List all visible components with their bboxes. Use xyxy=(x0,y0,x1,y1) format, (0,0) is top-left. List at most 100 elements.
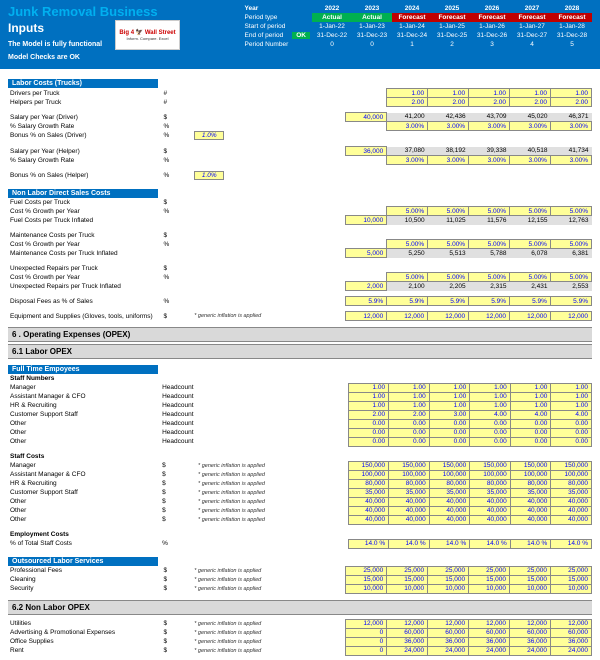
year-cell[interactable]: 2,000 xyxy=(346,282,387,291)
year-cell[interactable]: 3.00% xyxy=(550,156,591,165)
year-cell[interactable]: 5.00% xyxy=(550,207,591,216)
year-cell[interactable]: 25,000 xyxy=(469,566,510,575)
year-cell[interactable]: 40,000 xyxy=(429,515,470,524)
year-cell[interactable]: 0.00 xyxy=(510,428,551,437)
year-cell[interactable]: 60,000 xyxy=(428,628,469,637)
year-cell[interactable]: 1.00 xyxy=(510,89,551,98)
year-cell[interactable]: 0.00 xyxy=(551,437,592,446)
year-cell[interactable]: 14.0 % xyxy=(470,539,511,548)
year-cell[interactable]: 3.00% xyxy=(428,122,469,131)
year-cell[interactable]: 0.00 xyxy=(470,428,511,437)
year-cell[interactable]: 15,000 xyxy=(387,575,428,584)
year-cell[interactable]: 35,000 xyxy=(348,488,389,497)
year-cell[interactable]: 25,000 xyxy=(387,566,428,575)
year-cell[interactable]: 40,000 xyxy=(429,497,470,506)
year-cell[interactable]: 1.00 xyxy=(551,392,592,401)
year-cell[interactable]: 40,000 xyxy=(470,515,511,524)
year-cell[interactable]: 60,000 xyxy=(550,628,591,637)
year-cell[interactable]: 10,000 xyxy=(387,584,428,593)
year-cell[interactable]: 0.00 xyxy=(429,437,470,446)
year-cell[interactable]: 35,000 xyxy=(429,488,470,497)
year-cell[interactable]: 12,000 xyxy=(550,619,591,628)
year-cell[interactable]: 100,000 xyxy=(389,470,430,479)
year-cell[interactable]: 80,000 xyxy=(348,479,389,488)
year-cell[interactable]: 1.00 xyxy=(428,89,469,98)
year-cell[interactable]: 5.00% xyxy=(510,273,551,282)
year-cell[interactable]: 15,000 xyxy=(428,575,469,584)
year-cell[interactable]: 0 xyxy=(346,628,387,637)
year-cell[interactable]: 80,000 xyxy=(429,479,470,488)
year-cell[interactable]: 5.9% xyxy=(428,297,469,306)
year-cell[interactable]: 60,000 xyxy=(387,628,428,637)
year-cell[interactable]: 0.00 xyxy=(510,419,551,428)
year-cell[interactable]: 1.00 xyxy=(429,383,470,392)
year-cell[interactable]: 14.0 % xyxy=(510,539,551,548)
year-cell[interactable]: 5.00% xyxy=(428,240,469,249)
year-cell[interactable]: 5.9% xyxy=(550,297,591,306)
year-cell[interactable]: 12,000 xyxy=(387,312,428,321)
year-cell[interactable]: 0.00 xyxy=(389,437,430,446)
year-cell[interactable]: 1.00 xyxy=(429,392,470,401)
year-cell[interactable]: 35,000 xyxy=(470,488,511,497)
year-cell[interactable]: 5.00% xyxy=(550,240,591,249)
year-cell[interactable]: 150,000 xyxy=(470,461,511,470)
year-cell[interactable]: 24,000 xyxy=(550,646,591,655)
year-cell[interactable]: 4.00 xyxy=(510,410,551,419)
year-cell[interactable]: 3.00% xyxy=(469,156,510,165)
year-cell[interactable]: 5.00% xyxy=(469,240,510,249)
year-cell[interactable]: 150,000 xyxy=(551,461,592,470)
year-cell[interactable]: 12,000 xyxy=(387,619,428,628)
year-cell[interactable]: 40,000 xyxy=(470,497,511,506)
year-cell[interactable]: 40,000 xyxy=(510,515,551,524)
year-cell[interactable]: 1.00 xyxy=(510,383,551,392)
year-cell[interactable]: 12,000 xyxy=(510,312,551,321)
year-cell[interactable]: 10,000 xyxy=(550,584,591,593)
year-cell[interactable]: 1.00 xyxy=(348,401,389,410)
year-cell[interactable]: 1.00 xyxy=(348,383,389,392)
year-cell[interactable]: 36,000 xyxy=(469,637,510,646)
year-cell[interactable]: 1.00 xyxy=(389,392,430,401)
year-cell[interactable]: 5.00% xyxy=(469,273,510,282)
year-cell[interactable]: 5.00% xyxy=(510,240,551,249)
year-cell[interactable]: 24,000 xyxy=(469,646,510,655)
year-cell[interactable]: 1.00 xyxy=(470,392,511,401)
year-cell[interactable]: 150,000 xyxy=(429,461,470,470)
year-cell[interactable]: 3.00% xyxy=(510,156,551,165)
year-cell[interactable]: 12,000 xyxy=(428,619,469,628)
year-cell[interactable]: 5.00% xyxy=(428,273,469,282)
year-cell[interactable]: 3.00% xyxy=(550,122,591,131)
year-cell[interactable]: 60,000 xyxy=(469,628,510,637)
year-cell[interactable]: 0.00 xyxy=(348,428,389,437)
year-cell[interactable]: 3.00% xyxy=(510,122,551,131)
year-cell[interactable]: 40,000 xyxy=(429,506,470,515)
year-cell[interactable]: 80,000 xyxy=(470,479,511,488)
year-cell[interactable]: 40,000 xyxy=(348,497,389,506)
year-cell[interactable]: 2.00 xyxy=(428,98,469,107)
year-cell[interactable]: 36,000 xyxy=(550,637,591,646)
year-cell[interactable]: 12,000 xyxy=(469,619,510,628)
year-cell[interactable]: 100,000 xyxy=(551,470,592,479)
year-cell[interactable]: 5.9% xyxy=(510,297,551,306)
year-cell[interactable]: 5.9% xyxy=(346,297,387,306)
year-cell[interactable]: 0.00 xyxy=(510,437,551,446)
year-cell[interactable]: 1.00 xyxy=(389,401,430,410)
year-cell[interactable]: 12,000 xyxy=(428,312,469,321)
year-cell[interactable]: 12,000 xyxy=(346,312,387,321)
year-cell[interactable]: 5.00% xyxy=(387,273,428,282)
year-cell[interactable]: 10,000 xyxy=(346,216,387,225)
year-cell[interactable]: 100,000 xyxy=(429,470,470,479)
year-cell[interactable]: 40,000 xyxy=(510,497,551,506)
year-cell[interactable]: 1.00 xyxy=(429,401,470,410)
year-cell[interactable]: 2.00 xyxy=(510,98,551,107)
year-cell[interactable]: 1.00 xyxy=(387,89,428,98)
year-cell[interactable]: 3.00% xyxy=(387,122,428,131)
year-cell[interactable]: 14.0 % xyxy=(389,539,430,548)
year-cell[interactable]: 25,000 xyxy=(510,566,551,575)
year-cell[interactable]: 3.00% xyxy=(387,156,428,165)
year-cell[interactable]: 10,000 xyxy=(346,584,387,593)
year-cell[interactable]: 100,000 xyxy=(510,470,551,479)
year-cell[interactable]: 80,000 xyxy=(510,479,551,488)
year-cell[interactable]: 40,000 xyxy=(389,515,430,524)
year-cell[interactable]: 4.00 xyxy=(470,410,511,419)
year-cell[interactable]: 25,000 xyxy=(428,566,469,575)
